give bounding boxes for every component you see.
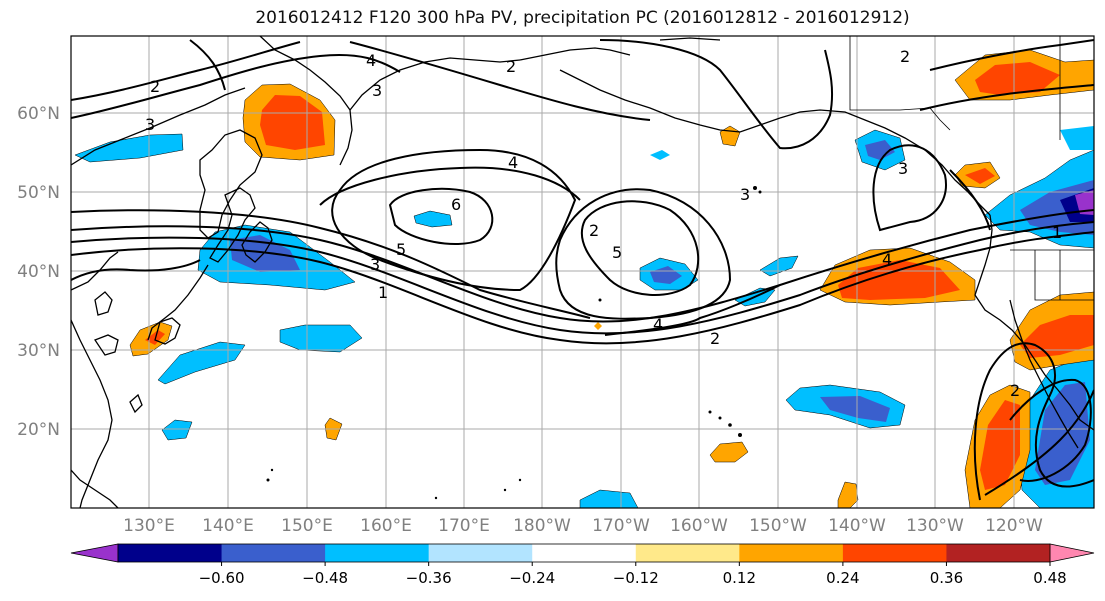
colorbar-tick-label: 0.48 [1033, 569, 1066, 587]
colorbar-tick-label: −0.36 [406, 569, 452, 587]
lon-label: 170°W [592, 516, 650, 536]
lon-label: 140°E [202, 516, 254, 536]
contour-label: 2 [1010, 381, 1020, 400]
lon-label: 160°W [670, 516, 728, 536]
pv-contour-23 [189, 39, 226, 91]
lon-label: 130°W [906, 516, 964, 536]
colorbar-swatch [635, 544, 740, 562]
lat-label-50n: 50°N [17, 183, 60, 203]
colorbar-swatch [842, 544, 947, 562]
colorbar-swatch [325, 544, 430, 562]
pv-contour-22 [949, 169, 991, 231]
lon-labels: 130°E 140°E 150°E 160°E 170°E 180°W 170°… [123, 516, 1043, 536]
pv-contour-12 [71, 41, 301, 101]
pv-contour-8 [331, 148, 577, 292]
map-frame [70, 35, 1095, 509]
pv-contour-6 [319, 166, 581, 206]
colorbar-swatch [739, 544, 844, 562]
contour-label: 4 [882, 250, 892, 269]
lat-label-30n: 30°N [17, 341, 60, 361]
colorbar-tick-label: 0.24 [826, 569, 859, 587]
lat-labels: 60°N 50°N 40°N 30°N 20°N [17, 104, 60, 440]
lon-label: 180°W [513, 516, 571, 536]
colorbar-extend-low [70, 543, 119, 563]
lon-label: 140°W [828, 516, 886, 536]
contour-labels: 2 3 3 4 5 6 3 2 4 2 5 4 2 3 3 1 2 1 2 4 [145, 47, 1062, 400]
colorbar-tick-label: 0.36 [930, 569, 963, 587]
coastlines [71, 36, 1094, 508]
islands [266, 186, 762, 500]
map-panel: 2 3 3 4 5 6 3 2 4 2 5 4 2 3 3 1 2 1 2 4 [71, 36, 1094, 508]
colorbar-swatch [221, 544, 326, 562]
contour-label: 1 [1052, 223, 1062, 242]
pv-contour-18 [929, 39, 1094, 71]
colorbar-tick-label: −0.48 [302, 569, 348, 587]
pv-contour-16 [872, 144, 947, 232]
lat-label-60n: 60°N [17, 104, 60, 124]
contour-label: 4 [508, 153, 518, 172]
pv-contour-19 [973, 342, 1094, 501]
colorbar-tick-label: 0.12 [723, 569, 756, 587]
contour-label: 3 [372, 81, 382, 100]
contour-label: 6 [451, 195, 461, 214]
country-borders [849, 36, 1094, 301]
graticule [71, 36, 1094, 508]
contour-label: 4 [366, 51, 376, 70]
pv-contour-17 [919, 84, 1094, 111]
lon-label: 130°E [123, 516, 175, 536]
lon-label: 170°E [438, 516, 490, 536]
colorbar-swatch [532, 544, 637, 562]
pv-contour-10 [555, 188, 732, 320]
contour-label: 2 [150, 77, 160, 96]
colorbar-frame [117, 543, 1051, 563]
contour-label: 5 [396, 240, 406, 259]
colorbar-tick-label: −0.24 [509, 569, 555, 587]
lon-label: 150°E [281, 516, 333, 536]
pv-contour-11 [71, 53, 401, 119]
pv-contour-20 [984, 389, 1094, 496]
pv-contour-5 [604, 284, 781, 336]
pv-contours [71, 39, 1094, 501]
colorbar-tick-label: −0.60 [199, 569, 245, 587]
lon-label: 120°W [985, 516, 1043, 536]
contour-label: 3 [898, 159, 908, 178]
colorbar-swatch [118, 544, 223, 562]
pv-contour-3 [71, 209, 1094, 323]
contour-label: 3 [740, 185, 750, 204]
contour-label: 1 [378, 283, 388, 302]
map-title: 2016012412 F120 300 hPa PV, precipitatio… [255, 8, 910, 28]
pv-contour-13 [349, 41, 651, 121]
contour-label: 2 [900, 47, 910, 66]
colorbar: −0.60 −0.48 −0.36 −0.24 −0.12 0.12 0.24 0.36 0.4… [70, 543, 1095, 587]
lat-label-40n: 40°N [17, 262, 60, 282]
pv-contour-4 [71, 209, 591, 319]
contour-label: 3 [370, 255, 380, 274]
lat-label-20n: 20°N [17, 420, 60, 440]
colorbar-tick-label: −0.12 [613, 569, 659, 587]
colorbar-swatch [428, 544, 533, 562]
contour-label: 3 [145, 115, 155, 134]
pv-contour-14 [599, 39, 834, 150]
contour-label: 2 [589, 221, 599, 240]
contour-label: 4 [653, 315, 663, 334]
lon-label: 160°E [360, 516, 412, 536]
colorbar-swatch [946, 544, 1051, 562]
contour-label: 2 [710, 329, 720, 348]
pv-contour-21 [1009, 378, 1092, 482]
pv-contour-9 [580, 200, 700, 296]
pv-contour-15 [71, 259, 201, 281]
pv-contour-1 [71, 231, 1094, 345]
pv-contour-7 [388, 187, 494, 246]
contour-label: 5 [612, 243, 622, 262]
lon-label: 150°W [749, 516, 807, 536]
contour-label: 2 [506, 57, 516, 76]
colorbar-extend-high [1049, 543, 1095, 563]
